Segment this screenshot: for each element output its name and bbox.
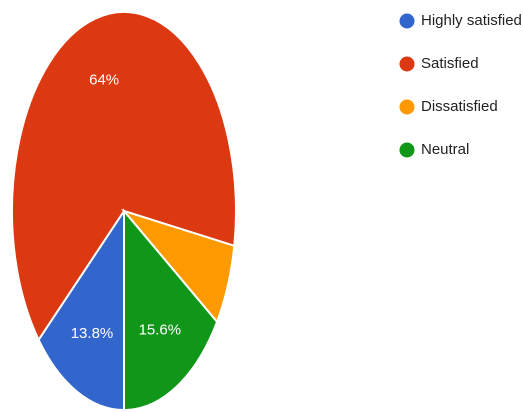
pie-slice-labels: 13.8% 64% 15.6% <box>71 71 181 341</box>
legend-swatch-neutral <box>399 142 415 158</box>
pie-slice-highly-satisfied <box>37 207 125 412</box>
legend-item-neutral: Neutral <box>399 141 469 158</box>
legend-label-satisfied: Satisfied <box>421 55 479 72</box>
pie-slice-satisfied <box>11 11 237 342</box>
legend-label-highly-satisfied: Highly satisfied <box>421 12 522 29</box>
pie-slice-neutral <box>123 208 219 412</box>
legend-item-dissatisfied: Dissatisfied <box>399 98 498 115</box>
slice-label-highly-satisfied: 13.8% <box>71 325 114 342</box>
slice-label-neutral: 15.6% <box>139 321 182 338</box>
legend-item-highly-satisfied: Highly satisfied <box>399 12 522 29</box>
pie-slices <box>11 11 237 412</box>
slice-label-satisfied: 64% <box>89 71 119 88</box>
legend-swatch-satisfied <box>399 56 415 72</box>
legend-swatch-dissatisfied <box>399 99 415 115</box>
legend-label-neutral: Neutral <box>421 141 469 158</box>
legend: Highly satisfied Satisfied Dissatisfied Neu… <box>399 12 522 158</box>
legend-item-satisfied: Satisfied <box>399 55 479 72</box>
legend-swatch-highly-satisfied <box>399 13 415 29</box>
legend-label-dissatisfied: Dissatisfied <box>421 98 498 115</box>
